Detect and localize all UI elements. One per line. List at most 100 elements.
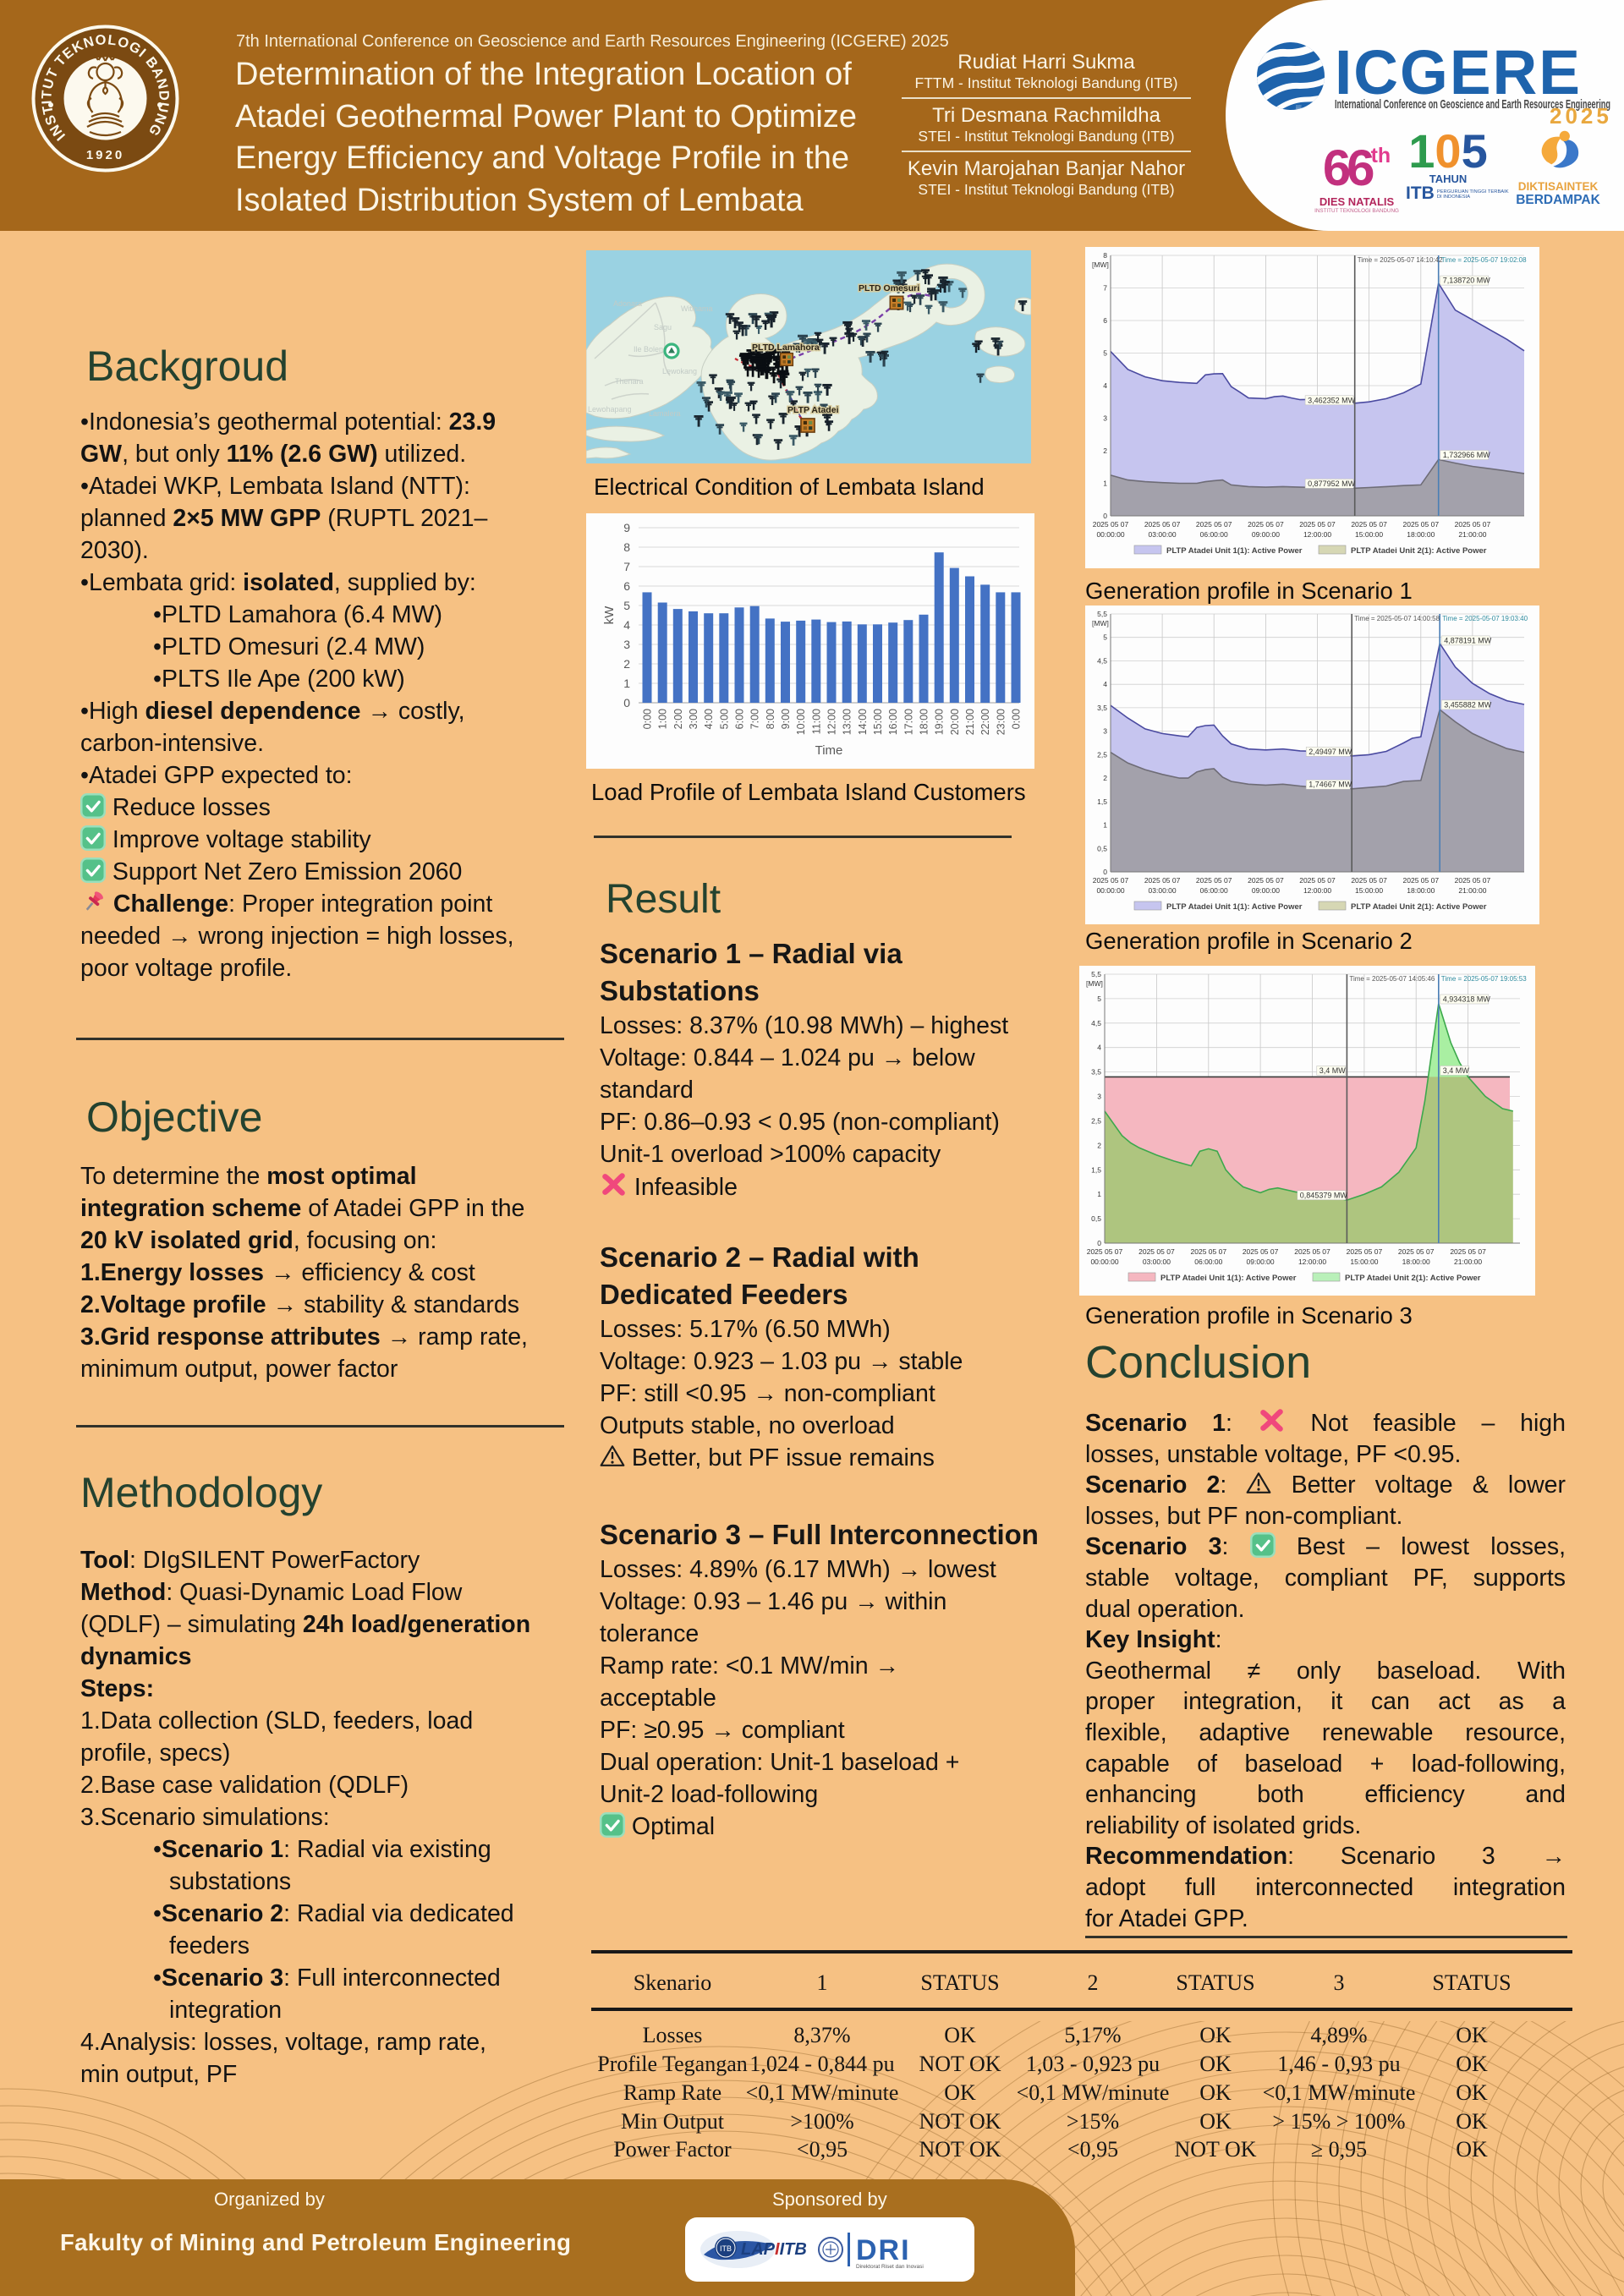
- svg-text:[MW]: [MW]: [1092, 260, 1109, 269]
- svg-text:2025 05 07: 2025 05 07: [1191, 1247, 1227, 1256]
- svg-text:2025 05 07: 2025 05 07: [1248, 876, 1284, 885]
- svg-text:Time = 2025-05-07 14:10:42: Time = 2025-05-07 14:10:42: [1358, 256, 1443, 264]
- svg-text:2025 05 07: 2025 05 07: [1403, 876, 1440, 885]
- svg-text:PLTP Atadei Unit 1(1): Active: PLTP Atadei Unit 1(1): Active Power: [1166, 902, 1303, 912]
- svg-text:15:00:00: 15:00:00: [1355, 530, 1383, 539]
- svg-text:12:00:00: 12:00:00: [1298, 1258, 1326, 1266]
- svg-text:5: 5: [1103, 633, 1107, 642]
- svg-text:2,5: 2,5: [1097, 750, 1107, 759]
- svg-text:2,49497 MW: 2,49497 MW: [1309, 748, 1352, 756]
- svg-text:5: 5: [623, 599, 630, 612]
- svg-text:2025 05 07: 2025 05 07: [1093, 876, 1129, 885]
- svg-text:ITB: ITB: [720, 2244, 732, 2253]
- svg-text:0,5: 0,5: [1091, 1214, 1101, 1223]
- svg-text:Ile Boleng: Ile Boleng: [634, 345, 667, 353]
- svg-text:2:00: 2:00: [672, 709, 684, 729]
- svg-text:03:00:00: 03:00:00: [1149, 886, 1177, 895]
- svg-text:12:00:00: 12:00:00: [1303, 530, 1331, 539]
- svg-text:15:00:00: 15:00:00: [1355, 886, 1383, 895]
- svg-text:12:00:00: 12:00:00: [1303, 886, 1331, 895]
- svg-text:2025 05 07: 2025 05 07: [1144, 876, 1181, 885]
- svg-text:2025 05 07: 2025 05 07: [1403, 520, 1440, 529]
- svg-text:21:00: 21:00: [964, 709, 976, 735]
- svg-text:Time = 2025-05-07 19:05:53: Time = 2025-05-07 19:05:53: [1441, 975, 1527, 983]
- svg-text:6: 6: [623, 579, 630, 593]
- svg-text:4,934318 MW: 4,934318 MW: [1443, 995, 1491, 1004]
- svg-text:1:00: 1:00: [657, 709, 669, 729]
- svg-text:2025 05 07: 2025 05 07: [1144, 520, 1181, 529]
- svg-text:3,455882 MW: 3,455882 MW: [1444, 700, 1492, 709]
- svg-text:4:00: 4:00: [703, 709, 715, 729]
- svg-text:16:00: 16:00: [887, 709, 899, 735]
- svg-text:2: 2: [1097, 1141, 1101, 1149]
- svg-text:06:00:00: 06:00:00: [1194, 1258, 1222, 1266]
- svg-text:2: 2: [1103, 774, 1107, 782]
- svg-text:13:00: 13:00: [842, 709, 853, 735]
- svg-text:Time = 2025-05-07 14:00:58: Time = 2025-05-07 14:00:58: [1354, 615, 1440, 622]
- svg-text:2025 05 07: 2025 05 07: [1398, 1247, 1435, 1256]
- svg-text:PLTD Lamahora: PLTD Lamahora: [752, 342, 820, 353]
- svg-text:PLTP Atadei Unit 1(1): Active: PLTP Atadei Unit 1(1): Active Power: [1166, 546, 1303, 556]
- svg-text:International Conference on Ge: International Conference on Geoscience a…: [1335, 98, 1610, 112]
- svg-text:7: 7: [1103, 284, 1107, 293]
- svg-text:3: 3: [623, 638, 630, 651]
- svg-text:5: 5: [1103, 349, 1107, 358]
- svg-text:kW: kW: [602, 606, 617, 625]
- svg-text:12:00: 12:00: [826, 709, 838, 735]
- svg-text:PLTD Lamahora: PLTD Lamahora: [752, 342, 820, 353]
- svg-text:11:00: 11:00: [810, 709, 822, 734]
- svg-text:4,5: 4,5: [1091, 1019, 1101, 1027]
- svg-text:2025 05 07: 2025 05 07: [1196, 520, 1232, 529]
- svg-text:ICGERE: ICGERE: [1335, 37, 1582, 107]
- svg-text:Witihama: Witihama: [681, 304, 713, 313]
- svg-text:4,878191 MW: 4,878191 MW: [1444, 636, 1492, 644]
- svg-text:00:00:00: 00:00:00: [1096, 886, 1124, 895]
- svg-text:1,74667 MW: 1,74667 MW: [1309, 781, 1352, 789]
- svg-text:18:00: 18:00: [919, 709, 930, 735]
- svg-text:0:00: 0:00: [1011, 709, 1023, 729]
- svg-text:2025 05 07: 2025 05 07: [1455, 876, 1491, 885]
- svg-text:18:00:00: 18:00:00: [1407, 886, 1435, 895]
- svg-text:06:00:00: 06:00:00: [1200, 530, 1228, 539]
- svg-text:▒: ▒: [1296, 105, 1302, 114]
- svg-text:1: 1: [1097, 1190, 1101, 1198]
- svg-text:19:00: 19:00: [934, 709, 946, 735]
- svg-text:21:00:00: 21:00:00: [1458, 530, 1486, 539]
- svg-text:DRI: DRI: [856, 2234, 911, 2266]
- svg-text:1,732966 MW: 1,732966 MW: [1443, 451, 1491, 459]
- svg-text:[MW]: [MW]: [1086, 979, 1103, 988]
- svg-text:8: 8: [623, 540, 630, 554]
- svg-text:4: 4: [623, 618, 630, 632]
- svg-text:06:00:00: 06:00:00: [1200, 886, 1228, 895]
- svg-text:9: 9: [623, 521, 630, 534]
- svg-text:3,5: 3,5: [1097, 704, 1107, 712]
- svg-text:0,845379 MW: 0,845379 MW: [1300, 1191, 1348, 1199]
- svg-text:18:00:00: 18:00:00: [1402, 1258, 1430, 1266]
- svg-text:1,5: 1,5: [1091, 1165, 1101, 1174]
- svg-text:6:00: 6:00: [734, 709, 746, 729]
- svg-text:0: 0: [1097, 1239, 1101, 1247]
- svg-text:2025 05 07: 2025 05 07: [1196, 876, 1232, 885]
- svg-text:3,4 MW: 3,4 MW: [1443, 1066, 1470, 1075]
- svg-text:1920: 1920: [86, 148, 124, 162]
- svg-text:2: 2: [1103, 447, 1107, 455]
- svg-text:2025 05 07: 2025 05 07: [1450, 1247, 1486, 1256]
- svg-text:2025 05 07: 2025 05 07: [1138, 1247, 1175, 1256]
- svg-text:[MW]: [MW]: [1092, 619, 1109, 627]
- svg-text:0,877952 MW: 0,877952 MW: [1308, 479, 1356, 488]
- svg-text:2025 05 07: 2025 05 07: [1455, 520, 1491, 529]
- svg-text:10:00: 10:00: [795, 709, 807, 735]
- svg-text:Adonara: Adonara: [613, 299, 642, 308]
- svg-text:3:00: 3:00: [688, 709, 700, 729]
- svg-text:1: 1: [1103, 479, 1107, 488]
- svg-text:1,5: 1,5: [1097, 797, 1107, 806]
- svg-text:3: 3: [1103, 414, 1107, 423]
- svg-text:1: 1: [1103, 821, 1107, 830]
- svg-text:PLTP Atadei Unit 1(1): Active: PLTP Atadei Unit 1(1): Active Power: [1160, 1274, 1297, 1283]
- svg-text:Direktorat Riset dan Inovasi: Direktorat Riset dan Inovasi: [856, 2264, 924, 2270]
- svg-text:2025 05 07: 2025 05 07: [1351, 520, 1387, 529]
- svg-text:14:00: 14:00: [857, 709, 869, 735]
- svg-text:2025 05 07: 2025 05 07: [1243, 1247, 1279, 1256]
- svg-text:2025 05 07: 2025 05 07: [1294, 1247, 1330, 1256]
- svg-text:4: 4: [1103, 680, 1107, 688]
